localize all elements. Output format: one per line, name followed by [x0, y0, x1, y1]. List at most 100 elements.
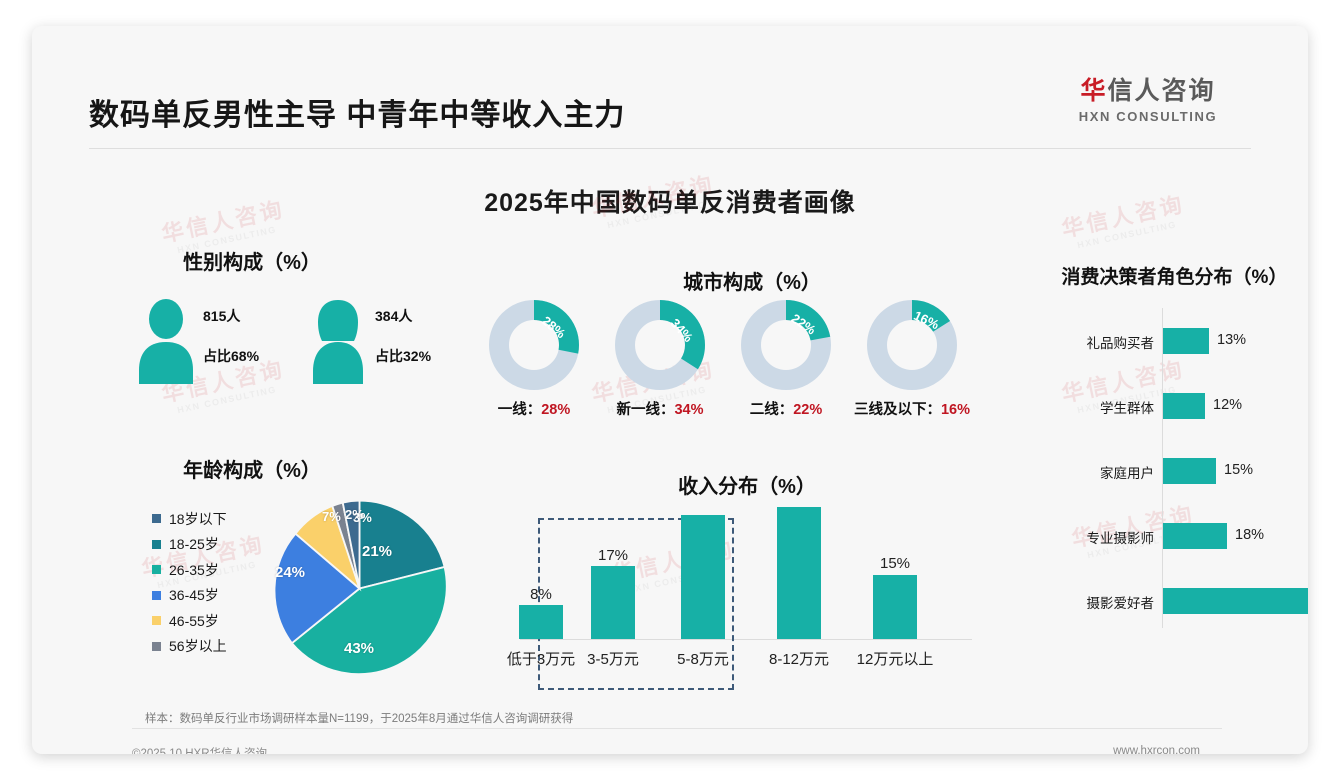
- role-value-0: 13%: [1217, 332, 1247, 348]
- city-tier-donuts: 28% 一线：28% 34% 新一线：34% 22% 二线：22%: [487, 298, 1017, 418]
- income-col-1: [591, 566, 635, 639]
- legend-label: 36-45岁: [169, 587, 219, 604]
- income-distribution-bars: 8% 低于3万元 17% 3-5万元 29% 5-8万元 31% 8-12万元 …: [507, 496, 982, 696]
- role-row: 家庭用户 15%: [1037, 458, 1308, 484]
- role-value-2: 15%: [1224, 462, 1254, 478]
- income-value-1: 17%: [597, 547, 629, 564]
- income-col-2: [681, 515, 725, 639]
- income-bar-2: [681, 515, 725, 639]
- logo-chinese-text: 华信人咨询: [1048, 77, 1248, 106]
- header-divider: [89, 148, 1251, 149]
- donut-tier-3-label: 三线及以下：16%: [822, 398, 1002, 419]
- logo-english-text: HXN CONSULTING: [1078, 108, 1218, 124]
- chart-main-title: 2025年中国数码单反消费者画像: [484, 189, 856, 217]
- donut-tier-2: 22% 二线：22%: [739, 298, 833, 418]
- legend-item: 56岁以上: [152, 634, 262, 660]
- income-col-3: [777, 507, 821, 639]
- role-bar-1: [1163, 393, 1205, 419]
- footer-divider: [132, 728, 1222, 729]
- website-text: www.hxrcon.com: [1113, 745, 1200, 754]
- legend-item: 26-35岁: [152, 557, 262, 583]
- age-composition-pie: 18岁以下 18-25岁 26-35岁 36-45岁 46-55岁 56岁以上 …: [152, 496, 492, 686]
- income-baseline: [520, 639, 972, 640]
- donut-tier-3: 16% 三线及以下：16%: [854, 298, 970, 418]
- income-bar-1: [591, 566, 635, 639]
- gender-composition: 815人 占比68% 384人 占比32%: [137, 298, 467, 388]
- income-category-4: 12万元以上: [856, 651, 934, 668]
- legend-swatch: [152, 590, 161, 600]
- income-category-2: 5-8万元: [677, 651, 729, 668]
- legend-swatch: [152, 641, 161, 651]
- tier-new1-name: 新一线：: [616, 402, 675, 418]
- donut-tier-1: 28% 一线：28%: [487, 298, 581, 418]
- role-bar-2: [1163, 458, 1216, 484]
- female-share: 占比32%: [375, 348, 432, 364]
- donut-tier-new1: 34% 新一线：34%: [613, 298, 707, 418]
- role-section-title: 消费决策者角色分布（%）: [1061, 267, 1288, 288]
- male-silhouette-icon: [139, 299, 193, 384]
- income-bar-4: [873, 575, 917, 639]
- tier-3-pct: 16%: [940, 402, 971, 418]
- role-row: 礼品购买者 13%: [1037, 328, 1308, 354]
- age-pie-legend: 18岁以下 18-25岁 26-35岁 36-45岁 46-55岁 56岁以上: [152, 506, 262, 659]
- male-count: 815人: [203, 308, 241, 324]
- male-share: 占比68%: [203, 348, 260, 364]
- income-value-0: 8%: [530, 586, 552, 603]
- role-row: 摄影爱好者 42%: [1037, 588, 1308, 614]
- role-label-2: 家庭用户: [1100, 466, 1154, 481]
- gender-male-block: 815人 占比68%: [137, 298, 297, 388]
- legend-label: 26-35岁: [169, 561, 219, 578]
- role-label-1: 学生群体: [1100, 401, 1154, 416]
- pie-value-46-55: 7%: [322, 509, 341, 524]
- pie-value-56-plus: 2%: [345, 507, 364, 522]
- income-category-0: 低于3万元: [506, 651, 576, 668]
- tier-1-pct: 28%: [541, 402, 571, 418]
- age-section-title: 年龄构成（%）: [183, 460, 321, 482]
- role-value-3: 18%: [1235, 527, 1265, 543]
- income-col-0: [519, 605, 563, 639]
- role-bar-4: [1163, 588, 1308, 614]
- gender-female-block: 384人 占比32%: [309, 298, 469, 388]
- donut-tier-new1-label: 新一线：34%: [570, 398, 750, 419]
- tier-3-name: 三线及以下：: [853, 402, 941, 418]
- tier-new1-pct: 34%: [674, 402, 704, 418]
- pie-value-18-25: 21%: [362, 543, 393, 560]
- legend-item: 18-25岁: [152, 532, 262, 558]
- income-section-title: 收入分布（%）: [678, 476, 816, 498]
- legend-label: 18岁以下: [169, 510, 227, 527]
- legend-swatch: [152, 539, 161, 549]
- income-category-1: 3-5万元: [587, 651, 639, 668]
- legend-item: 18岁以下: [152, 506, 262, 532]
- legend-item: 46-55岁: [152, 608, 262, 634]
- role-axis-line: [1162, 308, 1163, 628]
- role-label-3: 专业摄影师: [1086, 531, 1155, 546]
- role-bar-3: [1163, 523, 1227, 549]
- sample-note: 样本：数码单反行业市场调研样本量N=1199，于2025年8月通过华信人咨询调研…: [145, 713, 574, 725]
- slide-header: 数码单反男性主导 中青年中等收入主力 华信人咨询 HXN CONSULTING: [32, 26, 1308, 149]
- legend-swatch: [152, 616, 161, 626]
- legend-swatch: [152, 565, 161, 575]
- company-logo: 华信人咨询 HXN CONSULTING: [1048, 77, 1248, 124]
- tier-2-pct: 22%: [793, 402, 823, 418]
- watermark-en: HXN CONSULTING: [1076, 219, 1178, 251]
- pie-value-26-35: 43%: [344, 640, 375, 657]
- income-bar-0: [519, 605, 563, 639]
- income-value-4: 15%: [879, 555, 911, 572]
- logo-rest-characters: 信人咨询: [1107, 77, 1216, 105]
- city-section-title: 城市构成（%）: [683, 272, 821, 294]
- page-title: 数码单反男性主导 中青年中等收入主力: [89, 99, 626, 132]
- decision-maker-role-bars: 礼品购买者 13% 学生群体 12% 家庭用户 15% 专业摄影师 18% 摄影…: [1037, 308, 1308, 638]
- female-silhouette-icon: [313, 300, 363, 384]
- role-row: 学生群体 12%: [1037, 393, 1308, 419]
- legend-label: 18-25岁: [169, 536, 219, 553]
- age-pie-svg: [273, 499, 448, 676]
- gender-section-title: 性别构成（%）: [183, 252, 321, 274]
- role-label-4: 摄影爱好者: [1086, 596, 1155, 611]
- tier-1-name: 一线：: [497, 402, 542, 418]
- legend-item: 36-45岁: [152, 583, 262, 609]
- legend-label: 56岁以上: [169, 638, 227, 655]
- income-highlight-box: [538, 518, 734, 690]
- logo-hua-character: 华: [1080, 77, 1108, 105]
- role-label-0: 礼品购买者: [1086, 336, 1155, 351]
- role-row: 专业摄影师 18%: [1037, 523, 1308, 549]
